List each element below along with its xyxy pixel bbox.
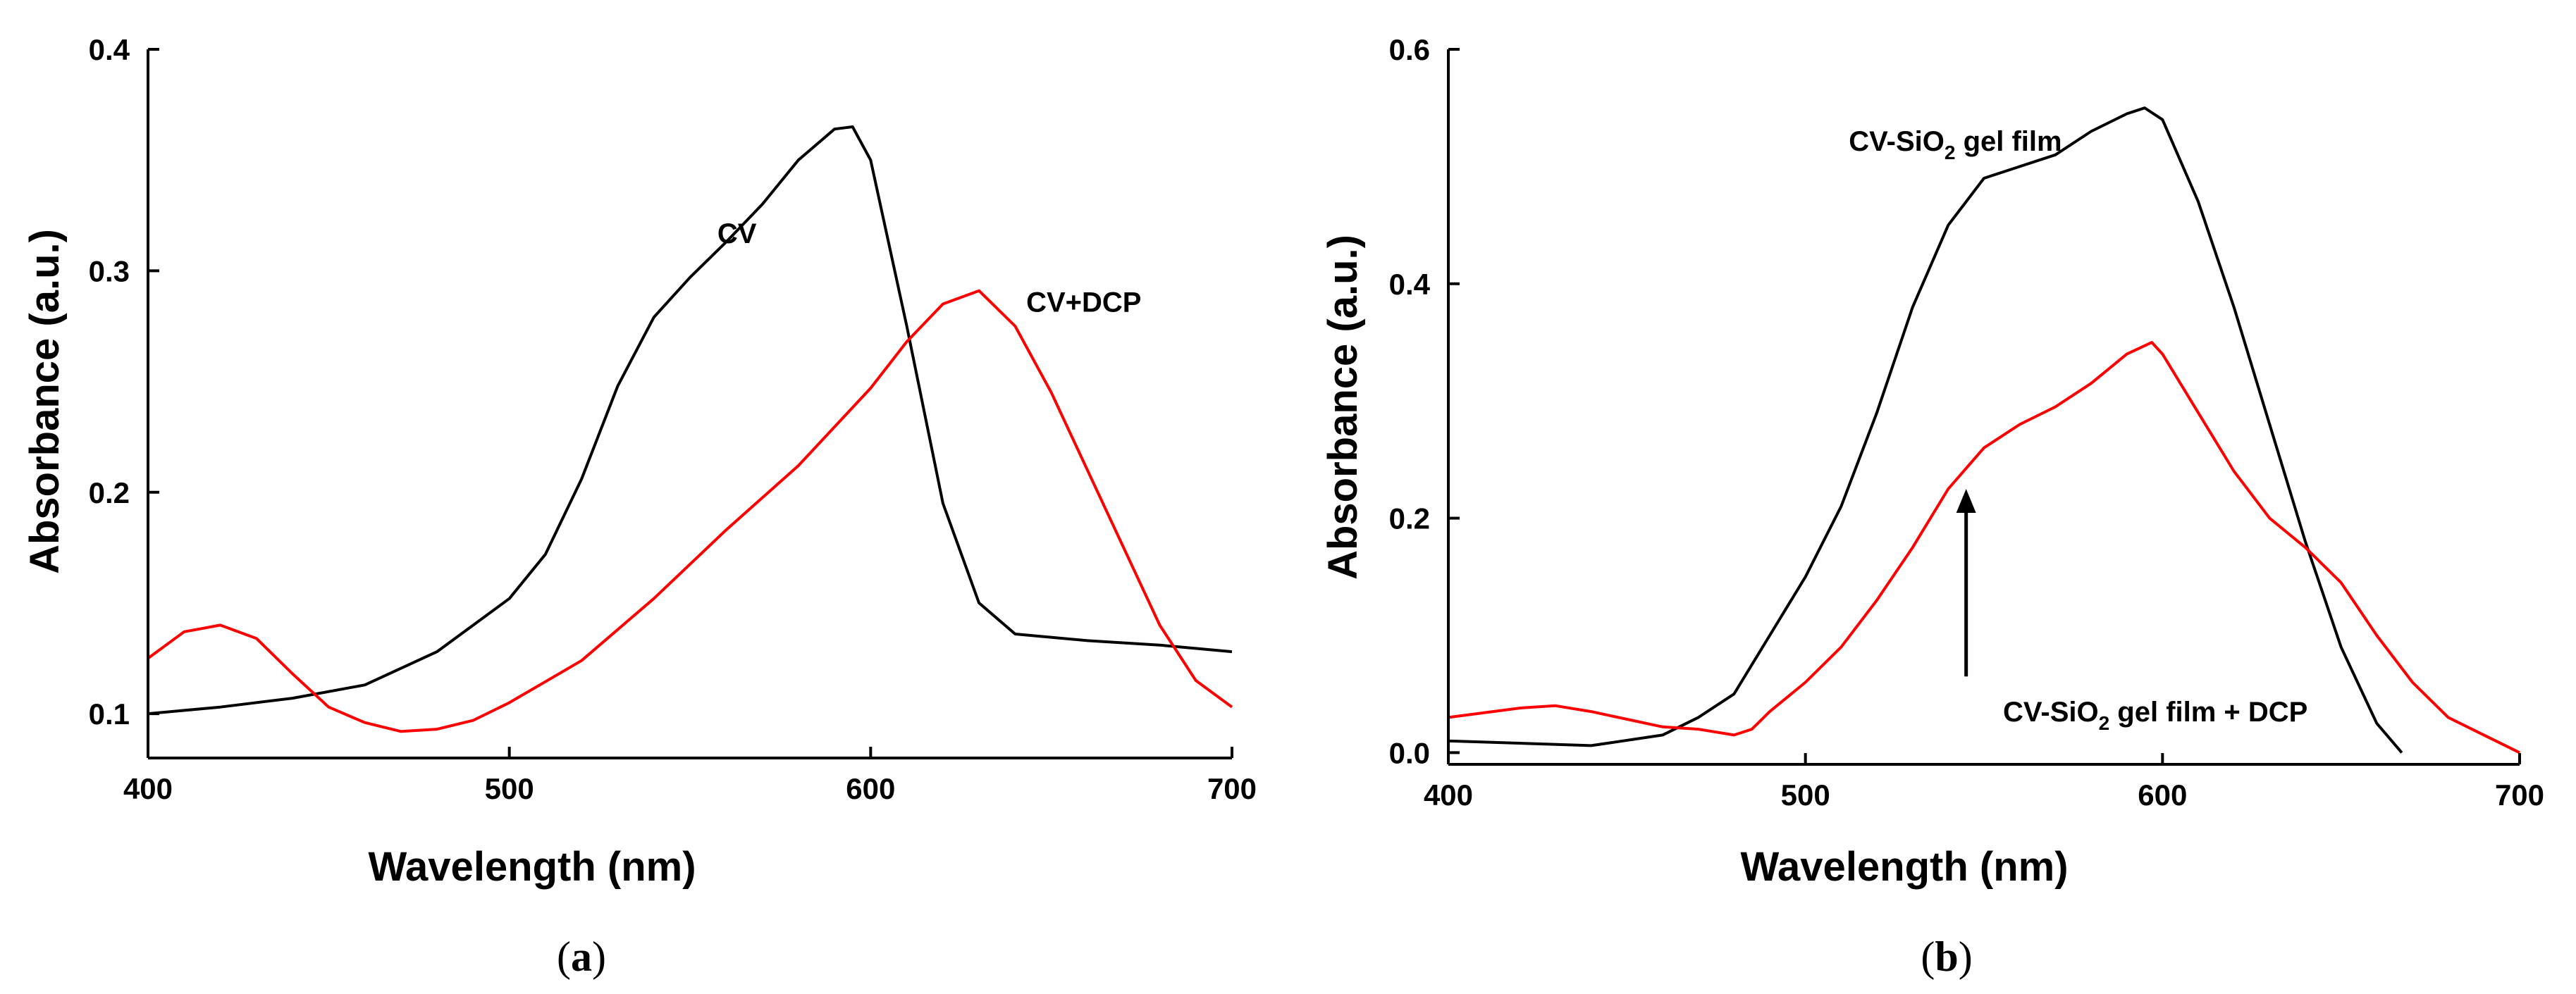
x-tick-label: 400 (123, 772, 173, 805)
y-tick-label: 0.3 (89, 254, 130, 287)
x-tick-label: 500 (1781, 778, 1830, 812)
panel-a-y-tick-labels: 0.1 0.2 0.3 0.4 (89, 33, 130, 731)
panel-a-caption: (a) (557, 933, 606, 980)
x-tick-label: 600 (2138, 778, 2187, 812)
panel-b-y-axis-label: Absorbance (a.u.) (1320, 235, 1366, 580)
panel-b-cv-sio2-gel-film-dcp-line (1448, 341, 2520, 754)
x-tick-label: 700 (2495, 778, 2544, 812)
y-tick-label: 0.0 (1389, 736, 1430, 769)
panel-b-axes (1447, 48, 2521, 766)
panel-b-cv-sio2-gel-film-line (1448, 106, 2403, 754)
chart-panel-a: 400 500 600 700 0.1 0.2 0.3 0.4 Waveleng… (22, 33, 1257, 980)
x-tick-label: 700 (1207, 772, 1257, 805)
y-tick-label: 0.2 (89, 476, 130, 509)
panel-a-y-axis-label: Absorbance (a.u.) (22, 229, 68, 574)
panel-b-arrow (1956, 488, 1976, 677)
panel-a-cv-dcp-label: CV+DCP (1026, 287, 1141, 318)
x-tick-label: 400 (1424, 778, 1473, 812)
panel-a-cv-line (147, 125, 1233, 716)
y-tick-label: 0.1 (89, 697, 130, 731)
y-tick-label: 0.4 (1389, 268, 1431, 301)
panel-a-cv-label: CV (717, 218, 757, 249)
panel-b-caption: (b) (1921, 933, 1972, 980)
panel-b-cv-sio2-gel-film-label: CV-SiO2 gel film (1849, 126, 2062, 163)
panel-a-x-axis-label: Wavelength (nm) (368, 844, 696, 890)
panel-a-cv-dcp-line (147, 289, 1233, 733)
panel-b-cv-sio2-gel-film-dcp-label: CV-SiO2 gel film + DCP (2003, 697, 2307, 734)
panel-a-x-tick-labels: 400 500 600 700 (123, 772, 1257, 805)
arrow-head (1956, 488, 1976, 513)
panel-b-series-layer (1448, 106, 2520, 754)
panel-b-x-axis-label: Wavelength (nm) (1740, 844, 2068, 890)
y-tick-label: 0.4 (89, 33, 130, 66)
panel-a-axes (147, 48, 1233, 759)
panel-b-y-tick-labels: 0.0 0.2 0.4 0.6 (1389, 33, 1431, 769)
y-tick-label: 0.6 (1389, 33, 1430, 66)
chart-panel-b: 400 500 600 700 0.0 0.2 0.4 0.6 Waveleng… (1320, 33, 2544, 980)
x-tick-label: 500 (485, 772, 534, 805)
y-tick-label: 0.2 (1389, 502, 1430, 535)
x-tick-label: 600 (846, 772, 895, 805)
panel-b-x-tick-labels: 400 500 600 700 (1424, 778, 2544, 812)
panel-a-series-layer (147, 125, 1233, 733)
